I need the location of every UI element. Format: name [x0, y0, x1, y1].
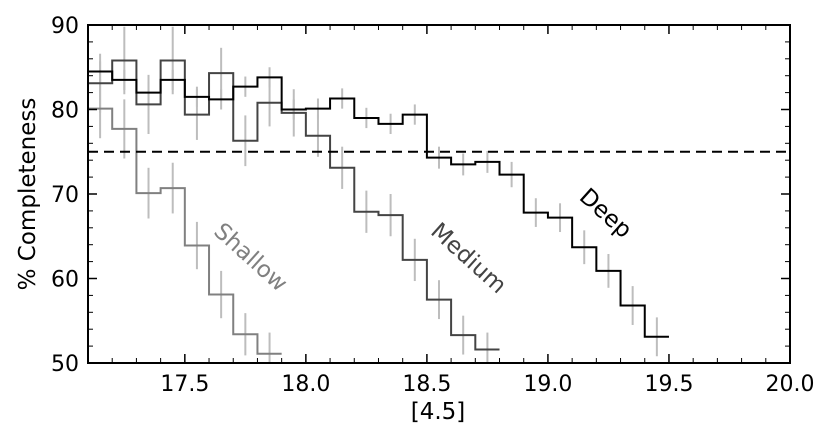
x-tick-label: 20.0: [766, 372, 815, 397]
x-axis-label: [4.5]: [411, 399, 466, 425]
y-tick-label: 80: [51, 99, 79, 124]
y-tick-label: 70: [51, 183, 79, 208]
x-tick-label: 19.5: [644, 372, 693, 397]
y-tick-label: 90: [51, 14, 79, 39]
y-tick-label: 50: [51, 352, 79, 377]
axes: 17.5 18.0 18.5 19.0 19.5 20.0 50 60 70 80 90: [51, 14, 814, 397]
x-tick-label: 17.5: [160, 372, 209, 397]
x-tick-label: 19.0: [523, 372, 572, 397]
deep-series-line: [88, 70, 669, 338]
x-tick-label: 18.5: [402, 372, 451, 397]
x-tick-label: 18.0: [281, 372, 330, 397]
y-tick-label: 60: [51, 268, 79, 293]
shallow-series-line: [88, 107, 282, 355]
y-axis-label: % Completeness: [15, 98, 41, 291]
